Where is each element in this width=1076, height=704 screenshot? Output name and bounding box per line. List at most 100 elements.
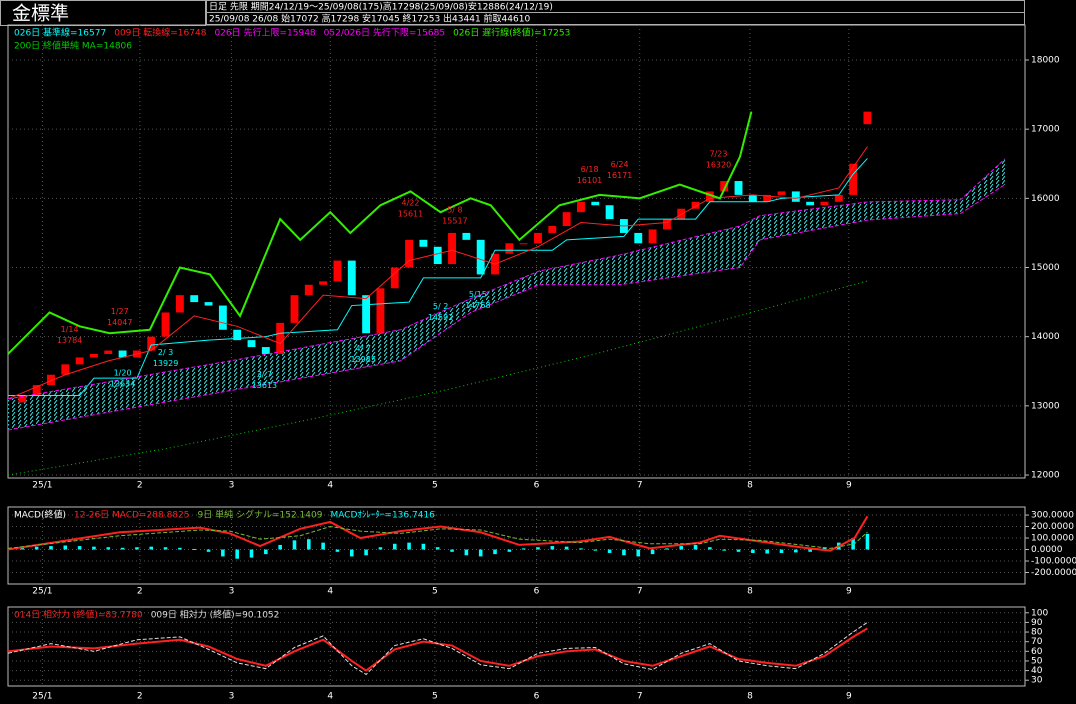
x-tick-label: 7 <box>637 692 643 702</box>
y-tick-label: 50 <box>1031 656 1043 666</box>
candle <box>791 191 800 202</box>
histogram-bar <box>149 546 154 550</box>
candle <box>405 239 414 268</box>
histogram-bar <box>321 542 325 550</box>
candle <box>462 232 471 240</box>
candle <box>849 163 858 195</box>
annotation-date: 5/ 2 <box>433 302 448 311</box>
histogram-bar <box>822 547 827 550</box>
info: 日足 先限 期間24/12/19～25/09/08(175)高17298(25/… <box>209 1 553 13</box>
histogram-bar <box>765 549 769 554</box>
histogram-bar <box>607 549 612 553</box>
histogram-bar <box>407 542 411 550</box>
x-tick-label: 4 <box>327 587 333 597</box>
y-tick-label: 14000 <box>1031 332 1060 342</box>
histogram-bar <box>349 549 354 557</box>
histogram-bar <box>521 548 526 550</box>
legend-entry: MACD(終値) <box>14 509 66 521</box>
annotation-date: 3/ 7 <box>257 370 272 379</box>
candle <box>32 385 41 396</box>
candle <box>806 201 815 206</box>
x-tick-label: 2 <box>137 481 143 491</box>
candle <box>634 232 643 244</box>
candle <box>820 201 829 206</box>
candle <box>190 295 199 303</box>
candle <box>390 267 399 289</box>
x-tick-label: 25/1 <box>32 692 52 702</box>
histogram-bar <box>178 547 182 550</box>
annotation-date: 7/23 <box>709 150 727 159</box>
panel-frame <box>7 24 1026 479</box>
histogram-bar <box>794 549 798 553</box>
info: 25/09/08 26/08 始17072 高17298 安17045 終172… <box>209 13 530 25</box>
candle <box>577 201 585 213</box>
candle <box>18 395 27 403</box>
candle <box>419 239 428 247</box>
x-tick-label: 8 <box>747 692 753 702</box>
histogram-bar <box>106 547 111 550</box>
candle <box>362 295 371 334</box>
histogram-bar <box>163 547 168 550</box>
y-tick-label: 40 <box>1031 666 1043 676</box>
y-tick-label: 0.0000 <box>1031 545 1063 555</box>
x-tick-label: 3 <box>229 587 235 597</box>
candle <box>476 239 485 275</box>
candle <box>834 194 843 202</box>
annotation-price: 16101 <box>577 176 602 185</box>
y-tick-label: 60 <box>1031 647 1043 657</box>
y-tick-label: 80 <box>1031 628 1043 638</box>
x-tick-label: 4 <box>327 692 333 702</box>
histogram-bar <box>722 549 726 551</box>
histogram-bar <box>636 549 641 557</box>
histogram-bar <box>435 547 440 550</box>
y-tick-label: 100 <box>1031 608 1048 618</box>
candle <box>662 219 671 230</box>
candle <box>591 201 600 206</box>
y-tick-label: 100.0000 <box>1031 534 1074 544</box>
x-tick-label: 8 <box>747 587 753 597</box>
annotation-price: 13634 <box>110 380 135 389</box>
x-tick-label: 9 <box>846 587 852 597</box>
legend-entry: 009日 転換線=16748 <box>114 27 206 39</box>
histogram-bar <box>63 545 68 550</box>
candle <box>863 111 872 125</box>
candle <box>705 191 714 202</box>
annotation-price: 13929 <box>153 359 178 368</box>
x-tick-label: 2 <box>137 587 143 597</box>
candle <box>677 208 686 220</box>
candle <box>748 194 757 202</box>
candle <box>261 347 270 354</box>
annotation-date: 4/ 7 <box>356 344 371 353</box>
annotation-date: 1/14 <box>61 325 79 334</box>
annotation-price: 15611 <box>398 210 423 219</box>
annotation-price: 16320 <box>706 161 731 170</box>
candle <box>47 374 55 386</box>
candle <box>75 357 84 365</box>
legend-entry: 9日 単純 シグナル=152.1409 <box>198 509 323 521</box>
x-tick-label: 7 <box>637 481 643 491</box>
x-tick-label: 3 <box>229 692 235 702</box>
indicator-line <box>7 280 868 476</box>
candle <box>147 336 156 351</box>
indicator-line <box>7 515 869 552</box>
indicator-line <box>8 158 868 396</box>
candle <box>648 229 657 244</box>
histogram-bar <box>221 549 225 557</box>
candle <box>304 284 313 296</box>
annotation-date: 1/27 <box>111 307 129 316</box>
candle <box>333 260 342 282</box>
histogram-bar <box>650 549 655 555</box>
panel-frame <box>7 606 1026 687</box>
panel-frame <box>7 506 1026 585</box>
annotation-date: 5/ 8 <box>447 205 462 214</box>
x-tick-label: 3 <box>229 481 235 491</box>
title: 金標準 <box>12 3 69 25</box>
histogram-bar <box>665 548 669 550</box>
annotation-date: 1/20 <box>114 369 132 378</box>
histogram-bar <box>135 547 139 550</box>
indicator-line <box>7 621 868 676</box>
y-tick-label: -100.0000 <box>1031 557 1076 567</box>
histogram-bar <box>751 549 755 553</box>
annotation-price: 16171 <box>607 171 632 180</box>
histogram-bar <box>550 546 555 550</box>
